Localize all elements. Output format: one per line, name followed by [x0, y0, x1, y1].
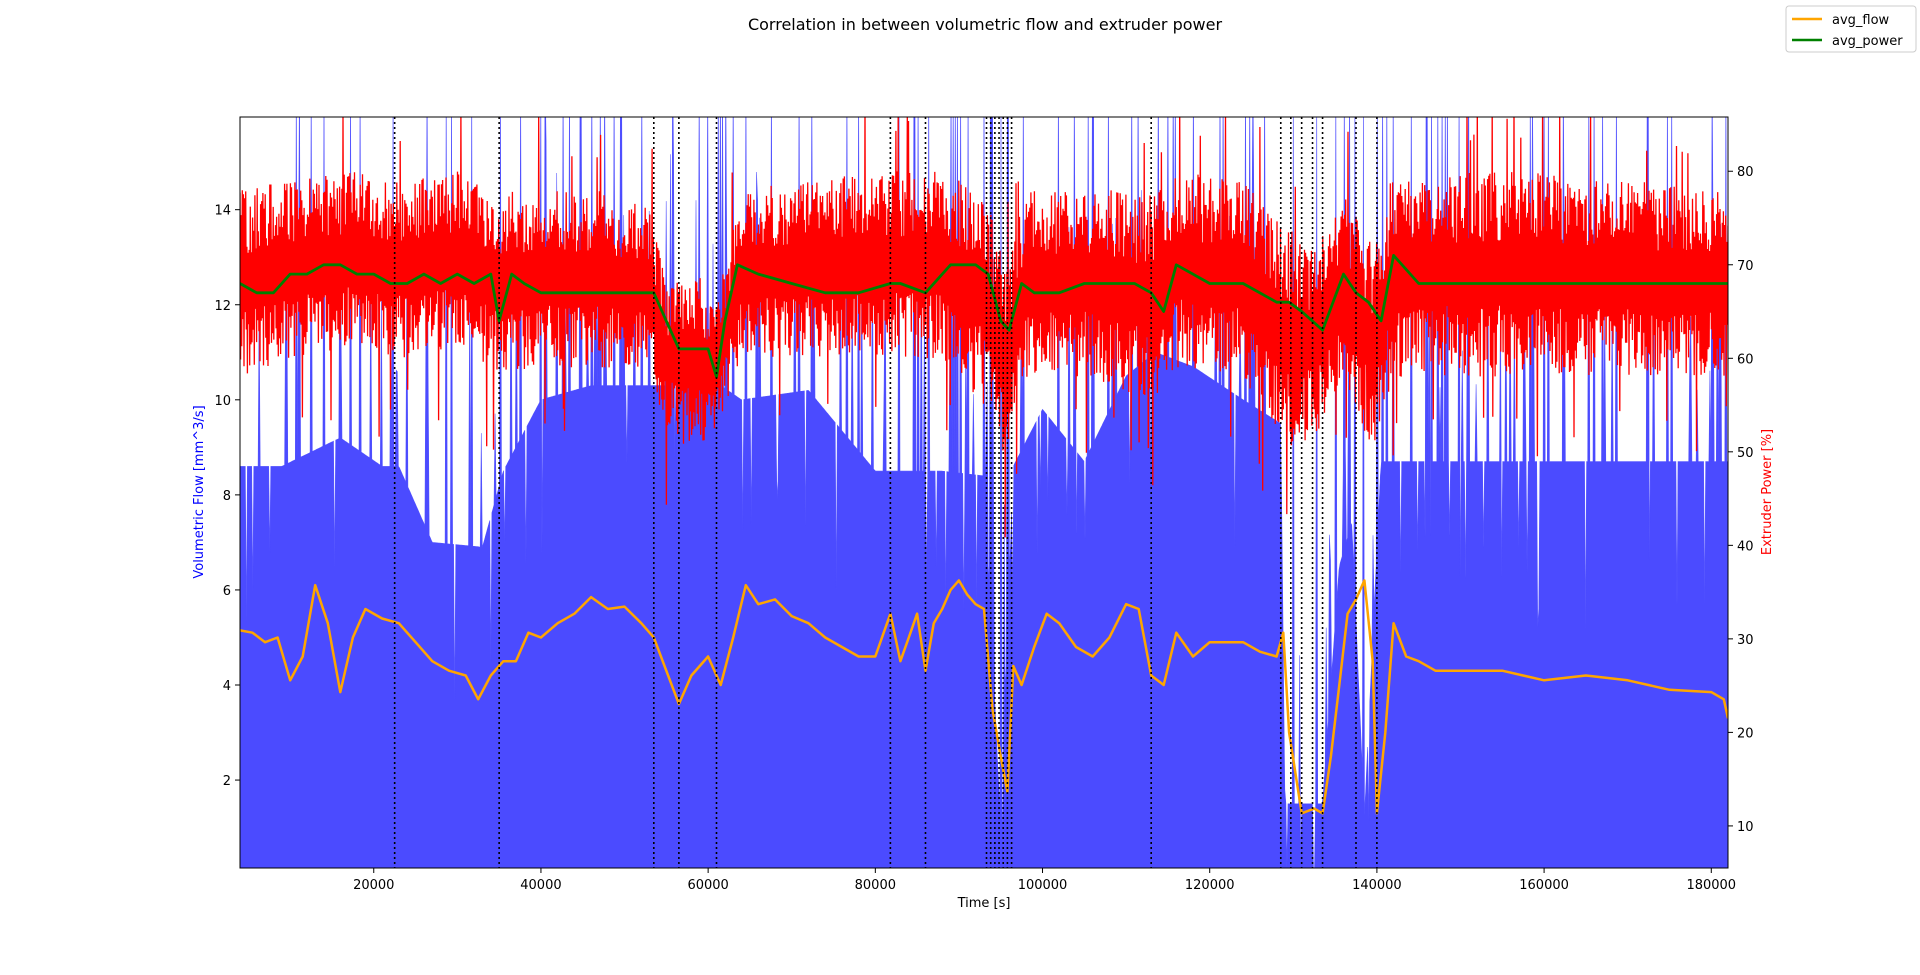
y-right-tick-label: 20	[1737, 726, 1754, 741]
y-right-tick-label: 10	[1737, 820, 1754, 835]
legend-label-avg-power: avg_power	[1832, 34, 1903, 49]
x-tick-label: 20000	[353, 878, 394, 893]
x-tick-label: 40000	[520, 878, 561, 893]
x-axis: 20000 40000 60000 80000 100000 120000 140000 16…	[353, 868, 1736, 893]
y-right-tick-label: 30	[1737, 633, 1754, 648]
y-right-tick-label: 60	[1737, 352, 1754, 367]
y-right-tick-label: 50	[1737, 446, 1754, 461]
x-tick-label: 80000	[855, 878, 896, 893]
y-left-tick-label: 12	[214, 299, 231, 314]
y-left-tick-label: 8	[223, 489, 231, 504]
vertical-markers	[393, 117, 1378, 868]
y-left-tick-label: 2	[223, 774, 231, 789]
chart-title: Correlation in between volumetric flow a…	[748, 15, 1223, 34]
x-tick-label: 120000	[1185, 878, 1235, 893]
y-right-tick-label: 80	[1737, 165, 1754, 180]
x-tick-label: 180000	[1686, 878, 1736, 893]
x-tick-label: 160000	[1519, 878, 1569, 893]
x-tick-label: 60000	[687, 878, 728, 893]
y-right-tick-label: 70	[1737, 259, 1754, 274]
y-axis-left-title: Volumetric Flow [mm^3/s]	[192, 405, 207, 578]
power-raw-line	[240, 117, 1728, 538]
power-raw-series	[240, 117, 1728, 538]
plot-area	[240, 117, 1728, 868]
y-axis-right: 10 20 30 40 50 60 70 80	[1728, 165, 1754, 835]
legend-label-avg-flow: avg_flow	[1832, 13, 1890, 28]
y-left-tick-label: 6	[223, 584, 231, 599]
avg-flow-line	[240, 579, 1728, 815]
y-left-tick-label: 4	[223, 679, 231, 694]
x-axis-title: Time [s]	[957, 896, 1011, 911]
x-tick-label: 100000	[1018, 878, 1068, 893]
avg-power-line	[240, 254, 1728, 379]
plot-frame	[239, 116, 1729, 869]
y-left-tick-label: 14	[214, 204, 231, 219]
legend: avg_flow avg_power	[1785, 5, 1917, 53]
y-axis-right-title: Extruder Power [%]	[1760, 429, 1775, 555]
y-right-tick-label: 40	[1737, 539, 1754, 554]
x-tick-label: 140000	[1352, 878, 1402, 893]
average-lines	[240, 254, 1728, 815]
y-axis-left: 2 4 6 8 10 12 14	[214, 204, 240, 789]
y-left-tick-label: 10	[214, 394, 231, 409]
